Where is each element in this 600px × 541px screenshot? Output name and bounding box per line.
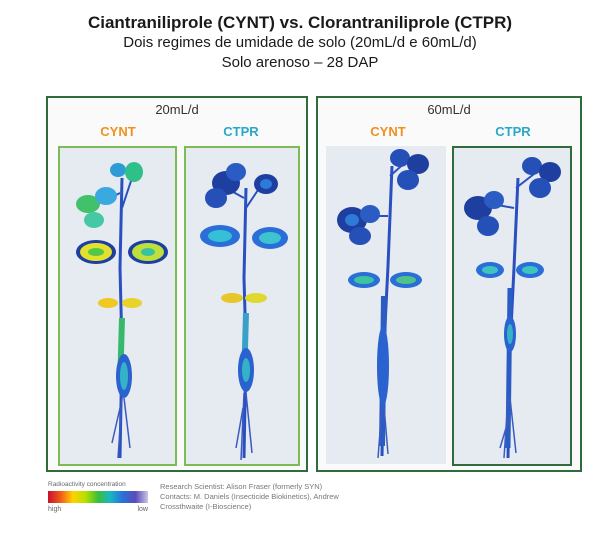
autoradiograph-cynt-60ml — [326, 146, 446, 464]
credits: Research Scientist: Alison Fraser (forme… — [160, 482, 450, 512]
plant-image — [464, 157, 561, 459]
plant-image — [337, 149, 429, 459]
page-subtitle-1: Dois regimes de umidade de solo (20mL/d … — [123, 34, 477, 51]
group-label-20ml: 20mL/d — [155, 102, 199, 117]
sample-label-ctpr-20ml: CTPR — [223, 124, 259, 139]
page-subtitle-2: Solo arenoso – 28 DAP — [221, 54, 379, 71]
group-label-60ml: 60mL/d — [427, 102, 471, 117]
plant-image — [76, 162, 168, 459]
panel-group-60ml: 60mL/d CYNT CTPR — [316, 96, 582, 472]
legend-high-label: high — [48, 506, 62, 513]
autoradiograph-cynt-20ml — [58, 146, 177, 466]
header: Ciantraniliprole (CYNT) vs. Clorantranil… — [0, 12, 600, 73]
legend-color-scale — [48, 491, 148, 503]
autoradiograph-ctpr-60ml — [452, 146, 572, 466]
plant-image — [200, 163, 288, 461]
sample-label-cynt-60ml: CYNT — [370, 124, 406, 139]
sample-label-ctpr-60ml: CTPR — [495, 124, 531, 139]
credits-line-3: Crossthwaite (I-Bioscience) — [160, 502, 252, 511]
autoradiograph-ctpr-20ml — [184, 146, 300, 466]
credits-line-2: Contacts: M. Daniels (Insecticide Biokin… — [160, 492, 339, 501]
sample-label-cynt-20ml: CYNT — [100, 124, 136, 139]
legend-title: Radioactivity concentration — [48, 481, 126, 488]
credits-line-1: Research Scientist: Alison Fraser (forme… — [160, 482, 323, 491]
page-title: Ciantraniliprole (CYNT) vs. Clorantranil… — [87, 13, 513, 32]
panel-group-20ml: 20mL/d CYNT CTPR — [46, 96, 308, 472]
legend-low-label: low — [137, 506, 148, 513]
radioactivity-legend: Radioactivity concentration high low — [48, 481, 148, 521]
